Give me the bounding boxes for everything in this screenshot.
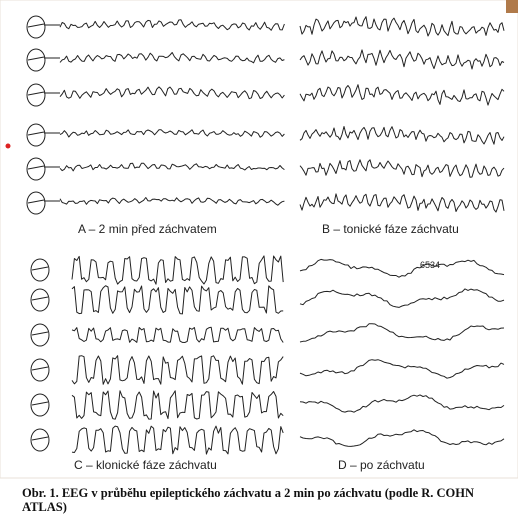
panel-label: A – 2 min před záchvatem [78, 222, 217, 236]
annotation: 6534 [420, 260, 440, 270]
caption: Obr. 1. EEG v průběhu epileptického zách… [22, 486, 514, 514]
page: A – 2 min před záchvatem B – tonické fáz… [0, 0, 518, 516]
panel-label: B – tonické fáze záchvatu [322, 222, 459, 236]
corner-mark [506, 0, 518, 13]
panel-label: D – po záchvatu [338, 458, 425, 472]
bullet-dot [6, 144, 11, 149]
panel-label: C – klonické fáze záchvatu [74, 458, 217, 472]
figure: A – 2 min před záchvatem B – tonické fáz… [0, 0, 518, 516]
